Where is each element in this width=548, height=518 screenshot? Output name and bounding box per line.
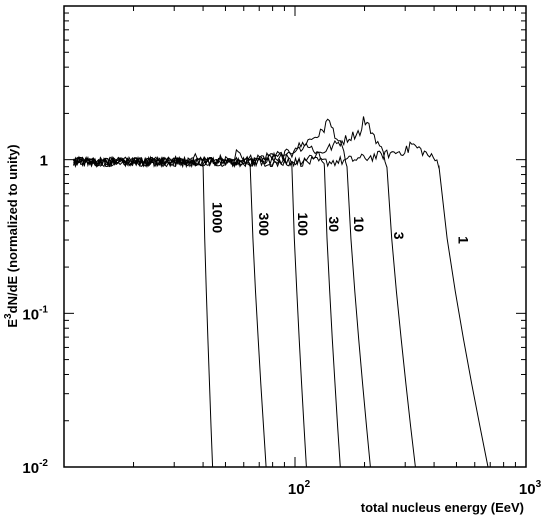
series-line-10 (73, 118, 371, 468)
curve-label-3: 3 (391, 232, 407, 240)
y-tick-label-base: 10 (22, 306, 39, 323)
curve-labels: 1000 300 100 30 10 3 1 (210, 202, 472, 244)
curve-label-100: 100 (295, 213, 311, 237)
y-axis-title: E3dN/dE (normalized to unity) (3, 144, 20, 327)
y-tick-label: 10-1 (22, 304, 48, 323)
y-axis-title-sup: 3 (3, 313, 14, 319)
curve-label-10: 10 (351, 216, 367, 232)
series-line-3 (73, 116, 416, 468)
y-tick-label: 10-2 (22, 458, 48, 477)
y-axis-title-main: E (5, 319, 20, 328)
series-line-1 (73, 141, 489, 468)
x-tick-label-exp: 2 (305, 479, 311, 490)
x-tick-label-base: 10 (288, 481, 305, 498)
axis-ticks (63, 6, 527, 468)
series-curves (73, 116, 489, 468)
series-line-100 (73, 150, 307, 468)
curve-label-30: 30 (326, 216, 342, 232)
y-tick-label-base: 10 (22, 460, 39, 477)
curve-label-1: 1 (455, 236, 471, 244)
series-line-300 (73, 148, 267, 468)
x-tick-label-exp: 3 (536, 479, 542, 490)
curve-label-1000: 1000 (210, 202, 226, 233)
x-tick-label: 102 (288, 479, 311, 498)
y-axis-title-rest: dN/dE (normalized to unity) (5, 144, 20, 313)
x-tick-label-base: 10 (519, 481, 536, 498)
y-tick-label-exp: -2 (39, 458, 48, 469)
y-tick-label: 1 (40, 153, 48, 170)
series-line-1000 (73, 152, 214, 468)
y-tick-label-exp: -1 (39, 304, 48, 315)
x-axis-title: total nucleus energy (EeV) (361, 500, 524, 515)
x-tick-label: 103 (519, 479, 542, 498)
y-tick-label-base: 1 (40, 153, 48, 170)
curve-label-300: 300 (256, 213, 272, 237)
